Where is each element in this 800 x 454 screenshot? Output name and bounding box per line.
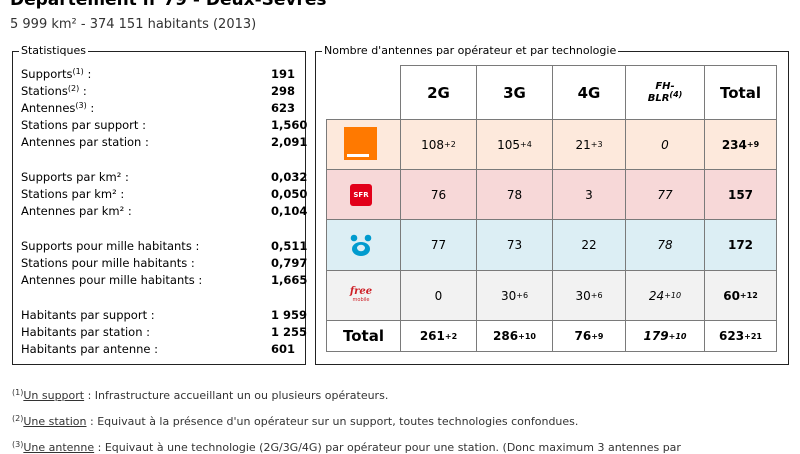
stat-row-stations: Stations(2) : 298 (21, 83, 301, 100)
stat-value: 1 959 (271, 308, 308, 322)
stat-value: 601 (271, 342, 296, 356)
footnote-term: Un support (23, 389, 85, 402)
row-bg-orange (326, 119, 777, 169)
statistics-legend: Statistiques (19, 44, 88, 58)
stat-value: 623 (271, 101, 296, 115)
stat-value: 0,050 (271, 187, 308, 201)
cell-free-2g: 0 (434, 288, 443, 303)
bouygues-logo-icon (346, 232, 376, 258)
stat-value: 0,104 (271, 204, 308, 218)
cell-sfr-2g: 76 (430, 187, 447, 202)
stat-label: Supports par km² : (21, 170, 129, 184)
cell-orange-3g: 105 +4 (497, 137, 532, 152)
stat-row-antennes-par-station: Antennes par station : 2,091 (21, 134, 307, 151)
page-subtitle: 5 999 km² - 374 151 habitants (2013) (10, 17, 257, 32)
header-2g: 2G (427, 83, 450, 102)
footnote-station: (2)Une station : Equivaut à la présence … (12, 414, 579, 429)
cell-bouygues-3g: 73 (506, 238, 523, 252)
cell-free-total: 60 +12 (723, 288, 758, 303)
cell-orange-2g: 108 +2 (421, 137, 456, 152)
stat-row-stations-par-support: Stations par support : 1,560 (21, 117, 307, 134)
cell-sfr-4g: 3 (585, 187, 593, 202)
row-bg-sfr (326, 170, 777, 219)
stat-label: Stations par km² : (21, 187, 125, 201)
stat-row-supports: Supports(1) : 191 (21, 66, 301, 83)
cell-orange-4g: 21 +3 (575, 137, 603, 152)
stat-value: 1,560 (271, 118, 308, 132)
cell-bouygues-4g: 22 (581, 238, 597, 252)
stat-row-antennes: Antennes(3) : 623 (21, 100, 301, 117)
cell-free-fh: 24 +10 (648, 288, 682, 303)
stat-row-supports-par-km2: Supports par km² : 0,032 (21, 169, 307, 186)
header-fh-blr: FH- BLR(4) (647, 80, 683, 104)
header-3g: 3G (503, 83, 526, 102)
footnote-antenne: (3)Une antenne : Equivaut à une technolo… (12, 440, 681, 454)
stat-label: Habitants par antenne : (21, 342, 159, 356)
stat-row-antennes-mille-hab: Antennes pour mille habitants : 1,665 (21, 272, 307, 289)
stat-label: Stations par support : (21, 118, 146, 132)
cell-free-4g: 30 +6 (575, 288, 603, 303)
stat-label: Antennes par km² : (21, 204, 132, 218)
stat-value: 0,032 (271, 170, 308, 184)
stat-label: Supports(1) : (21, 67, 92, 81)
table-grid-lines (326, 65, 777, 352)
sfr-logo-icon: SFR (350, 184, 372, 206)
stat-label: Antennes par station : (21, 135, 149, 149)
stat-label: Stations pour mille habitants : (21, 256, 195, 270)
cell-orange-fh: 0 (661, 137, 669, 152)
stat-row-habitants-par-support: Habitants par support : 1 959 (21, 307, 307, 324)
stat-value: 2,091 (271, 135, 308, 149)
cell-total-total: 623 +21 (719, 329, 762, 343)
free-logo-icon: free mobile (349, 286, 373, 303)
stat-value: 0,797 (271, 256, 308, 270)
header-4g: 4G (577, 83, 601, 102)
stat-value: 1,665 (271, 273, 308, 287)
stat-row-stations-mille-hab: Stations pour mille habitants : 0,797 (21, 255, 307, 272)
stat-label: Antennes(3) : (21, 101, 95, 115)
cell-sfr-total: 157 (727, 187, 754, 202)
cell-total-2g: 261 +2 (419, 329, 458, 343)
cell-free-3g: 30 +6 (500, 288, 529, 303)
stat-value: 0,511 (271, 239, 308, 253)
orange-logo-icon (344, 127, 377, 160)
footnote-support: (1)Un support : Infrastructure accueilla… (12, 388, 389, 403)
cell-total-4g: 76 +9 (574, 329, 604, 343)
stat-row-habitants-par-antenne: Habitants par antenne : 601 (21, 341, 301, 358)
header-total: Total (720, 83, 761, 102)
stat-row-stations-par-km2: Stations par km² : 0,050 (21, 186, 307, 203)
total-row-label: Total (343, 327, 384, 345)
antennas-panel: Nombre d'antennes par opérateur et par t… (315, 44, 789, 365)
stat-value: 191 (271, 67, 296, 81)
cell-bouygues-fh: 78 (657, 238, 673, 252)
stat-label: Antennes pour mille habitants : (21, 273, 203, 287)
footnote-term: Une antenne (23, 441, 95, 454)
cell-bouygues-total: 172 (727, 238, 754, 252)
antennas-legend: Nombre d'antennes par opérateur et par t… (322, 44, 619, 58)
stat-row-habitants-par-station: Habitants par station : 1 255 (21, 324, 307, 341)
stat-row-supports-mille-hab: Supports pour mille habitants : 0,511 (21, 238, 307, 255)
cell-total-3g: 286 +10 (493, 329, 536, 343)
antennas-table: 2G 3G 4G FH- BLR(4) Total 108 +2 105 +4 21… (316, 52, 788, 364)
stat-label: Supports pour mille habitants : (21, 239, 200, 253)
cell-orange-total: 234 +9 (721, 137, 760, 152)
cell-sfr-3g: 78 (506, 187, 523, 202)
stat-label: Habitants par support : (21, 308, 155, 322)
stat-row-antennes-par-km2: Antennes par km² : 0,104 (21, 203, 307, 220)
stat-value: 298 (271, 84, 296, 98)
footnote-term: Une station (23, 415, 87, 428)
row-bg-bouygues (326, 220, 777, 270)
cell-sfr-fh: 77 (657, 187, 673, 202)
cell-total-fh: 179 +10 (643, 329, 687, 343)
stat-label: Stations(2) : (21, 84, 87, 98)
stat-value: 1 255 (271, 325, 308, 339)
cell-bouygues-2g: 77 (430, 238, 447, 252)
statistics-panel: Statistiques Supports(1) : 191 Stations(… (12, 44, 307, 365)
stat-label: Habitants par station : (21, 325, 151, 339)
row-bg-free (326, 271, 777, 320)
page-title: Département n°79 - Deux-Sèvres (10, 0, 327, 10)
